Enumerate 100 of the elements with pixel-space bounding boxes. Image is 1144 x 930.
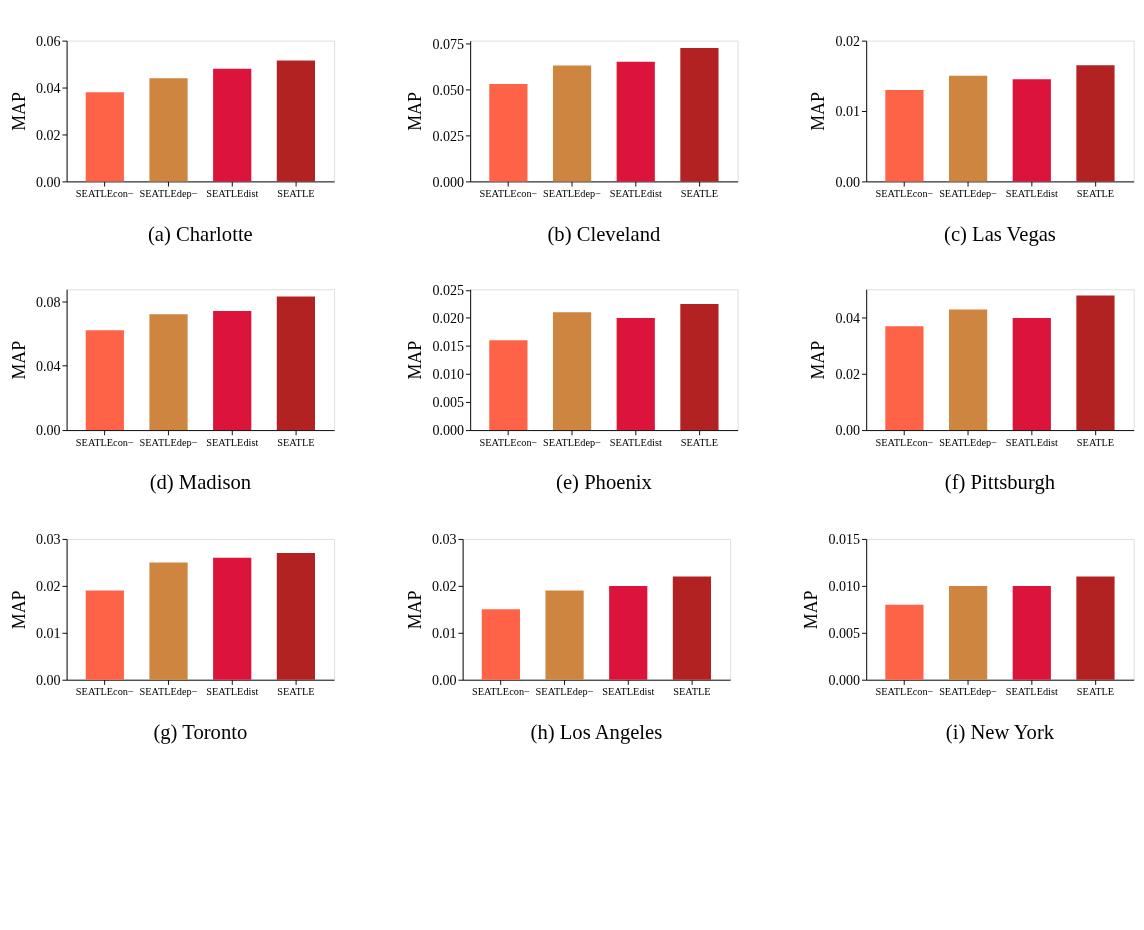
y-tick-label: 0.02 — [835, 366, 861, 383]
y-tick-label: 0.025 — [432, 127, 465, 144]
bar — [481, 609, 520, 680]
text: (d) Madison — [149, 471, 252, 495]
bar — [276, 60, 315, 182]
y-axis-title: MAP — [404, 590, 425, 630]
y-axis-title: MAP — [8, 590, 29, 630]
y-tick-label: 0.02 — [35, 126, 61, 143]
x-tick-label: SEATLEdist — [206, 187, 259, 199]
bar — [672, 576, 712, 680]
x-tick-label: SEATLEcon− — [75, 436, 134, 448]
y-tick-label: 0.02 — [431, 578, 457, 595]
x-tick-label: SEATLE — [277, 686, 315, 698]
bar — [1076, 65, 1115, 182]
bar — [276, 296, 315, 431]
y-tick-label: 0.06 — [35, 32, 61, 49]
y-tick-label: 0.02 — [35, 578, 61, 595]
bar — [609, 585, 648, 680]
bar — [949, 585, 988, 680]
bar — [85, 590, 124, 680]
bar — [885, 604, 924, 680]
x-tick-label: SEATLE — [680, 187, 719, 199]
bar — [1012, 585, 1051, 680]
bar — [616, 317, 655, 431]
x-tick-label: SEATLE — [680, 436, 719, 448]
bar — [885, 326, 924, 431]
x-tick-label: SEATLEdep− — [139, 187, 198, 199]
y-tick-label: 0.04 — [35, 357, 61, 374]
x-tick-label: SEATLEdist — [206, 686, 259, 698]
bar — [949, 309, 988, 431]
bar — [276, 553, 315, 680]
x-tick-label: SEATLEcon− — [75, 187, 134, 199]
y-tick-label: 0.01 — [35, 624, 61, 641]
x-tick-label: SEATLEdist — [602, 686, 655, 698]
x-tick-label: SEATLEdist — [609, 436, 662, 448]
y-tick-label: 0.000 — [432, 173, 465, 190]
y-tick-label: 0.005 — [432, 394, 465, 411]
y-tick-label: 0.03 — [431, 531, 457, 548]
y-tick-label: 0.00 — [431, 671, 457, 688]
text: (a) Charlotte — [147, 222, 253, 246]
bar — [1012, 79, 1051, 182]
x-tick-label: SEATLE — [277, 436, 315, 448]
x-tick-label: SEATLEcon− — [875, 436, 934, 448]
text: (g) Toronto — [153, 720, 248, 744]
y-axis-title: MAP — [405, 92, 426, 131]
x-tick-label: SEATLEdep− — [543, 187, 602, 199]
x-tick-label: SEATLEdist — [609, 187, 662, 199]
x-tick-label: SEATLE — [277, 187, 315, 199]
bar — [680, 48, 719, 182]
text: (c) Las Vegas — [944, 222, 1056, 246]
x-tick-label: SEATLEcon− — [875, 686, 934, 698]
bar — [149, 78, 188, 182]
x-tick-label: SEATLE — [673, 686, 711, 698]
text: (f) Pittsburgh — [944, 471, 1056, 495]
x-tick-label: SEATLEdist — [1005, 187, 1058, 199]
x-tick-label: SEATLEdep− — [543, 436, 602, 448]
y-axis-title: MAP — [8, 340, 29, 380]
x-tick-label: SEATLEdep− — [939, 187, 998, 199]
y-tick-label: 0.03 — [35, 531, 61, 548]
bar — [149, 314, 188, 431]
x-tick-label: SEATLEcon− — [479, 436, 538, 448]
bar — [213, 68, 252, 182]
x-tick-label: SEATLEdep− — [139, 686, 198, 698]
y-tick-label: 0.025 — [432, 282, 465, 299]
bar — [885, 89, 924, 182]
bar — [489, 83, 528, 182]
y-tick-label: 0.010 — [432, 366, 465, 383]
y-tick-label: 0.01 — [431, 624, 457, 641]
x-tick-label: SEATLEdep− — [139, 436, 198, 448]
y-tick-label: 0.04 — [835, 310, 861, 327]
y-tick-label: 0.00 — [35, 671, 61, 688]
y-tick-label: 0.015 — [432, 338, 465, 355]
bar — [552, 65, 592, 182]
x-tick-label: SEATLEcon− — [471, 686, 531, 698]
x-tick-label: SEATLEdist — [1005, 436, 1058, 448]
bar — [489, 340, 528, 431]
y-tick-label: 0.02 — [835, 32, 861, 49]
x-tick-label: SEATLEcon− — [479, 187, 538, 199]
x-tick-label: SEATLEdep− — [535, 686, 594, 698]
text: (i) New York — [945, 720, 1055, 744]
bar — [85, 330, 124, 431]
x-tick-label: SEATLEdep− — [939, 686, 998, 698]
bar — [680, 303, 719, 431]
y-tick-label: 0.005 — [828, 624, 861, 641]
x-tick-label: SEATLEcon− — [875, 187, 934, 199]
y-tick-label: 0.050 — [432, 81, 465, 98]
x-tick-label: SEATLEcon− — [75, 686, 134, 698]
y-tick-label: 0.010 — [828, 578, 861, 595]
y-tick-label: 0.000 — [432, 422, 465, 439]
y-tick-label: 0.015 — [828, 531, 861, 548]
x-tick-label: SEATLEdist — [1005, 686, 1058, 698]
x-tick-label: SEATLEdist — [206, 436, 259, 448]
y-axis-title: MAP — [808, 92, 829, 131]
y-axis-title: MAP — [808, 340, 829, 380]
bar — [85, 92, 124, 182]
bar — [1012, 317, 1051, 431]
y-axis-title: MAP — [8, 92, 29, 131]
x-tick-label: SEATLE — [1076, 436, 1115, 448]
y-tick-label: 0.00 — [35, 422, 61, 439]
bar — [1076, 295, 1115, 431]
